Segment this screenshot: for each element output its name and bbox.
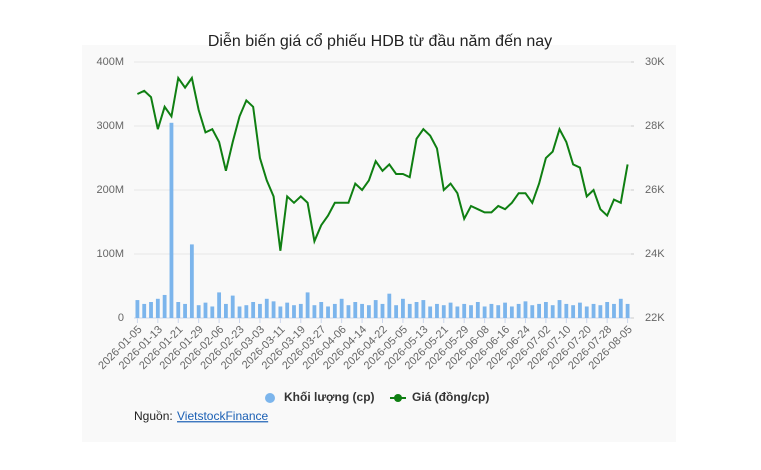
volume-bar	[292, 305, 296, 318]
volume-bar	[543, 302, 548, 318]
y-tick-label: 200M	[96, 184, 124, 196]
volume-bar	[612, 303, 616, 318]
volume-bar	[373, 300, 378, 318]
source-link[interactable]: VietstockFinance	[177, 409, 268, 423]
volume-bar	[237, 306, 242, 318]
volume-bar	[469, 305, 473, 318]
volume-bar	[298, 303, 303, 318]
volume-bar	[183, 303, 187, 318]
volume-bar	[584, 306, 589, 318]
volume-bar	[401, 298, 405, 318]
volume-bar	[435, 303, 439, 318]
legend-label[interactable]: Giá (đồng/cp)	[412, 390, 489, 404]
card	[82, 45, 676, 442]
volume-bar	[210, 306, 215, 318]
volume-bar	[571, 305, 576, 318]
y-tick-label: 0	[118, 312, 124, 324]
y2-tick-label: 28K	[645, 120, 665, 132]
volume-bar	[360, 303, 364, 318]
volume-bar	[564, 303, 569, 318]
volume-bar	[625, 303, 630, 318]
legend-label[interactable]: Khối lượng (cp)	[284, 390, 375, 404]
volume-bar	[196, 305, 201, 318]
volume-bar	[591, 303, 596, 318]
volume-bar	[271, 301, 276, 318]
volume-bar	[224, 303, 228, 318]
volume-bar	[482, 306, 487, 318]
y2-tick-label: 26K	[645, 184, 665, 196]
legend-symbol	[394, 394, 402, 402]
volume-bar	[264, 298, 269, 318]
volume-bar	[251, 302, 256, 318]
y-tick-label: 300M	[96, 120, 124, 132]
volume-bar	[162, 294, 167, 318]
volume-bar	[217, 292, 222, 318]
volume-bar	[414, 302, 419, 318]
volume-bar	[462, 303, 467, 318]
y-tick-label: 100M	[96, 248, 124, 260]
price-line	[136, 75, 629, 251]
volume-bar	[394, 305, 399, 318]
volume-bar	[618, 298, 623, 318]
volume-bar	[326, 306, 330, 318]
volume-bar	[523, 301, 528, 318]
volume-bar	[598, 305, 603, 318]
volume-bar	[332, 303, 337, 318]
volume-bar	[387, 293, 392, 318]
volume-bar	[244, 305, 249, 318]
volume-bar	[496, 305, 501, 318]
volume-bar	[475, 302, 480, 318]
volume-bar	[339, 298, 344, 318]
source-label: Nguồn:	[134, 409, 173, 423]
chart-title: Diễn biến giá cổ phiếu HDB từ đầu năm đế…	[208, 31, 552, 50]
volume-bar	[557, 300, 562, 318]
volume-bar	[605, 302, 610, 318]
volume-bar	[305, 292, 310, 318]
volume-bar	[455, 306, 460, 318]
volume-bar	[189, 244, 194, 318]
volume-bar	[537, 303, 541, 318]
volume-bar	[203, 302, 208, 318]
volume-bar	[346, 305, 351, 318]
volume-bar	[353, 302, 358, 318]
volume-bar	[503, 302, 507, 318]
volume-bar	[509, 306, 514, 318]
volume-bar	[258, 303, 262, 318]
volume-bar	[230, 295, 235, 318]
volume-bar	[550, 305, 555, 318]
volume-bar	[428, 306, 433, 318]
volume-bar	[319, 302, 324, 318]
volume-bar	[155, 298, 160, 318]
volume-bar	[448, 302, 453, 318]
volume-bar	[135, 300, 140, 318]
volume-bar	[312, 305, 317, 318]
legend-symbol	[265, 393, 275, 403]
volume-bar	[380, 303, 385, 318]
y2-tick-label: 24K	[645, 248, 665, 260]
volume-bar	[489, 303, 494, 318]
volume-bar	[366, 305, 371, 318]
y2-tick-label: 30K	[645, 56, 665, 68]
volume-bar	[407, 303, 412, 318]
volume-bar	[421, 300, 426, 318]
volume-bar	[530, 305, 535, 318]
volume-bar	[285, 302, 290, 318]
volume-bar	[169, 122, 174, 318]
y-tick-label: 400M	[96, 56, 124, 68]
volume-bar	[176, 302, 181, 318]
volume-bar	[441, 305, 446, 318]
volume-bar	[142, 303, 147, 318]
volume-bar	[578, 302, 582, 318]
volume-bar	[516, 303, 521, 318]
y2-tick-label: 22K	[645, 312, 665, 324]
volume-bar	[149, 302, 153, 318]
volume-bar	[278, 306, 283, 318]
